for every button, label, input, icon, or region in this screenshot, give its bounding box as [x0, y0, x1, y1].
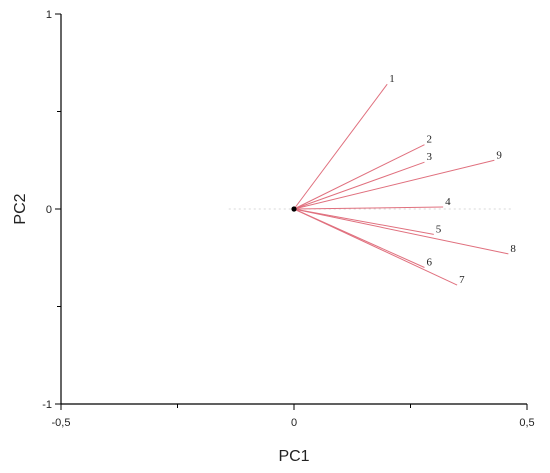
- vector-label-7: 7: [459, 274, 465, 286]
- origin-marker: [291, 206, 297, 212]
- vector-label-4: 4: [445, 196, 451, 208]
- vector-9: [293, 159, 495, 210]
- vector-8: [293, 208, 509, 255]
- vector-5: [293, 208, 434, 235]
- x-tick-label: 0: [291, 417, 297, 429]
- vector-label-1: 1: [389, 73, 395, 85]
- vector-label-8: 8: [510, 243, 516, 255]
- vector-7: [293, 208, 458, 286]
- vector-label-6: 6: [426, 257, 432, 269]
- vector-3: [293, 161, 425, 210]
- vector-2: [293, 144, 425, 210]
- vector-label-9: 9: [496, 149, 502, 161]
- y-tick-label: 1: [46, 9, 52, 21]
- vector-layer: [293, 83, 509, 286]
- vector-label-2: 2: [426, 134, 432, 146]
- y-axis-title: PC2: [12, 193, 29, 224]
- x-tick-label: 0,5: [519, 417, 534, 429]
- vector-label-5: 5: [436, 223, 442, 235]
- x-tick-label: -0,5: [52, 417, 71, 429]
- axes: -0,5 0 0,5 -1 0 1 PC1 PC2: [12, 9, 535, 465]
- y-tick-label: 0: [46, 204, 52, 216]
- y-tick-label: -1: [42, 399, 52, 411]
- x-axis-title: PC1: [278, 448, 309, 465]
- vector-1: [293, 83, 388, 210]
- vector-label-3: 3: [426, 151, 432, 163]
- vector-label-layer: 1 2 3 9 4 5 8 6 7: [291, 73, 516, 286]
- vector-4: [293, 206, 444, 210]
